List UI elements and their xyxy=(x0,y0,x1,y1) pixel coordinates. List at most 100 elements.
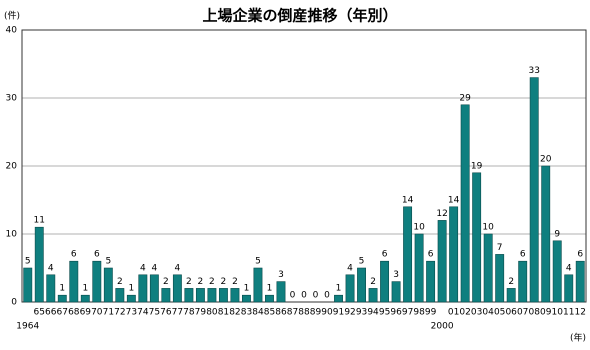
value-label: 2 xyxy=(163,277,169,287)
x-tick-label: 94 xyxy=(367,308,379,318)
value-label: 3 xyxy=(393,270,399,280)
x-unit: (年) xyxy=(570,332,586,344)
x-tick-label: 70 xyxy=(91,308,103,318)
value-label: 5 xyxy=(25,257,31,267)
bar xyxy=(92,260,102,303)
bar xyxy=(126,294,136,303)
value-label: 1 xyxy=(244,284,250,294)
bar xyxy=(460,104,470,303)
x-tick-label: 88 xyxy=(298,308,310,318)
bar xyxy=(552,240,562,303)
value-label: 14 xyxy=(448,195,460,205)
bar xyxy=(138,274,148,303)
x-tick-label: 65 xyxy=(34,308,45,318)
bar xyxy=(495,254,505,303)
y-tick-label: 0 xyxy=(11,298,17,308)
bar xyxy=(483,233,493,303)
x-tick-label: 86 xyxy=(275,308,287,318)
value-label: 4 xyxy=(48,263,54,273)
value-label: 2 xyxy=(209,277,215,287)
value-label: 33 xyxy=(528,66,539,76)
x-tick-label: 04 xyxy=(482,308,494,318)
bar xyxy=(345,274,355,303)
x-tick-label: 99 xyxy=(425,308,437,318)
x-tick-label: 96 xyxy=(390,308,402,318)
x-tick-label: 91 xyxy=(333,308,344,318)
x-tick-label: 98 xyxy=(413,308,425,318)
x-tick-label: 03 xyxy=(471,308,482,318)
x-tick-label: 73 xyxy=(126,308,137,318)
x-tick-label: 72 xyxy=(114,308,125,318)
x-tick-label: 89 xyxy=(310,308,322,318)
x-tick-label: 75 xyxy=(149,308,160,318)
x-tick-label: 76 xyxy=(160,308,172,318)
value-label: 14 xyxy=(402,195,414,205)
value-label: 0 xyxy=(324,291,330,301)
bar xyxy=(218,288,228,303)
bar xyxy=(575,260,585,303)
x-tick-label: 80 xyxy=(206,308,218,318)
bar xyxy=(253,267,263,303)
x-tick-label: 78 xyxy=(183,308,195,318)
x-tick-label: 92 xyxy=(344,308,355,318)
value-label: 2 xyxy=(232,277,238,287)
y-tick-label: 20 xyxy=(6,162,18,172)
value-label: 4 xyxy=(347,263,353,273)
bar xyxy=(230,288,240,303)
value-label: 2 xyxy=(117,277,123,287)
x-tick-label: 83 xyxy=(241,308,252,318)
bar xyxy=(69,260,79,303)
value-label: 4 xyxy=(152,263,158,273)
value-label: 2 xyxy=(198,277,204,287)
bar xyxy=(403,206,413,303)
bar xyxy=(57,294,67,303)
bar xyxy=(207,288,217,303)
bar xyxy=(80,294,90,303)
bar xyxy=(334,294,343,303)
value-label: 20 xyxy=(540,155,552,165)
x-tick-label: 06 xyxy=(505,308,517,318)
value-label: 4 xyxy=(175,263,181,273)
value-label: 1 xyxy=(82,284,88,294)
x-tick-label: 68 xyxy=(68,308,80,318)
plot-frame xyxy=(21,29,587,303)
bar xyxy=(103,267,113,303)
x-tick-label: 09 xyxy=(540,308,552,318)
x-tick-label: 1964 xyxy=(16,322,39,332)
value-label: 1 xyxy=(336,284,342,294)
x-tick-label: 10 xyxy=(551,308,563,318)
value-label: 4 xyxy=(140,263,146,273)
bar xyxy=(564,274,574,303)
bar xyxy=(391,281,401,303)
value-label: 3 xyxy=(278,270,284,280)
bar xyxy=(426,260,436,303)
x-tick-label: 82 xyxy=(229,308,240,318)
value-label: 6 xyxy=(382,250,388,260)
x-tick-label: 01 xyxy=(448,308,459,318)
value-label: 6 xyxy=(71,250,77,260)
value-label: 0 xyxy=(301,291,307,301)
value-label: 5 xyxy=(105,257,111,267)
x-tick-label: 11 xyxy=(563,308,574,318)
bar xyxy=(380,260,390,303)
x-tick-label: 79 xyxy=(195,308,207,318)
value-label: 2 xyxy=(370,277,376,287)
bar xyxy=(414,233,424,303)
bar xyxy=(195,288,205,303)
bar xyxy=(23,267,33,303)
value-label: 2 xyxy=(508,277,514,287)
x-tick-label: 95 xyxy=(379,308,390,318)
value-label: 6 xyxy=(428,250,434,260)
bar xyxy=(541,165,551,303)
bar xyxy=(34,226,44,303)
x-tick-label: 67 xyxy=(57,308,68,318)
value-label: 29 xyxy=(459,93,471,103)
bar xyxy=(46,274,56,303)
bar xyxy=(149,274,159,303)
bar xyxy=(276,281,286,303)
bar xyxy=(449,206,459,303)
x-tick-label: 87 xyxy=(287,308,298,318)
value-label: 6 xyxy=(94,250,100,260)
x-tick-label: 85 xyxy=(264,308,275,318)
